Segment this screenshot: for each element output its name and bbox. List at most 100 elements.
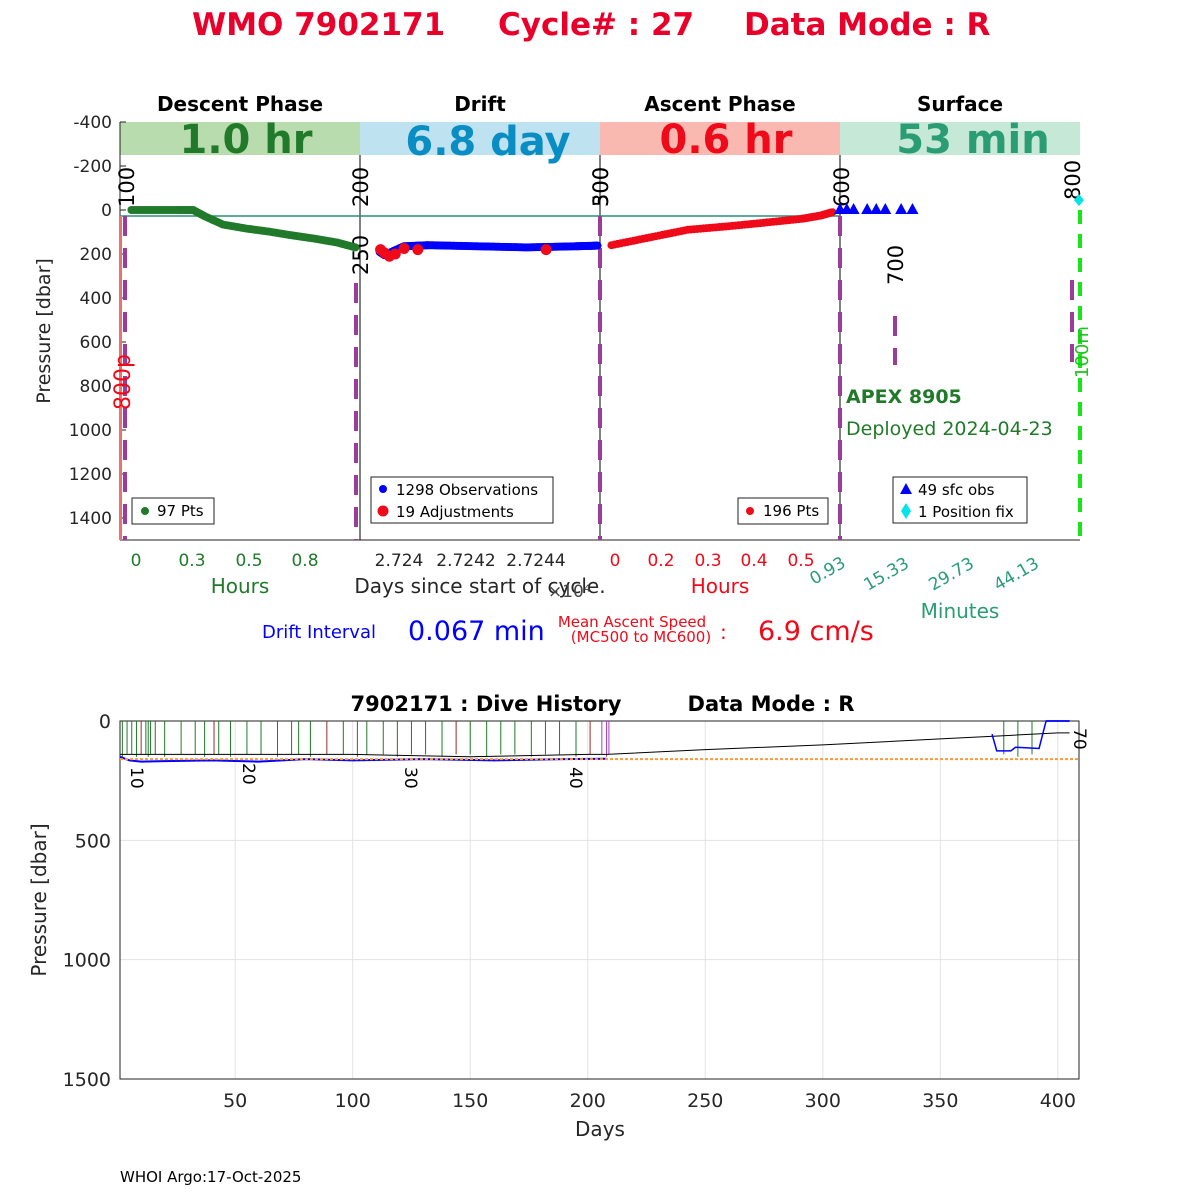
drift-adjustment-point (398, 243, 410, 254)
title-cycle: Cycle# : 27 (498, 7, 694, 43)
surface-observation-point (847, 203, 860, 214)
bottom-title-right: Data Mode : R (688, 692, 855, 716)
descent-legend: 97 Pts (131, 497, 215, 525)
mc-250-label: 250 (349, 235, 373, 275)
top-y-ticks: -400 -200 0 200 400 600 800 1000 1200 1400 (69, 113, 126, 529)
drift-x-ticks: 2.724 2.7242 2.7244 (375, 551, 566, 571)
drift-tick: 2.7242 (436, 551, 495, 571)
descent-band (120, 122, 360, 155)
ascent-tick: 0.4 (740, 551, 767, 571)
descent-tick: 0.3 (178, 551, 205, 571)
bottom-x-ticks: 50 100 150 200 250 300 350 400 (223, 1090, 1076, 1112)
ascent-speed-value: 6.9 cm/s (758, 616, 874, 647)
bottom-y-tick-label: 500 (75, 830, 111, 852)
bottom-x-tick-label: 250 (687, 1090, 723, 1112)
ascent-tick: 0.5 (787, 551, 814, 571)
mc-700-label: 700 (884, 245, 908, 285)
top-y-tick-label: 600 (80, 333, 112, 353)
bottom-chart: 7902171 : Dive History Data Mode : R 0 50… (27, 692, 1089, 1141)
cycle-label-10: 10 (126, 767, 146, 789)
surface-legend-fix-marker (901, 503, 911, 519)
surface-observation-point (879, 203, 892, 214)
mc-300-label: 300 (589, 167, 613, 207)
top-y-tick-label: -200 (73, 157, 112, 177)
drift-tick: 2.7244 (506, 551, 565, 571)
drift-x-exponent: ×10⁴ (548, 582, 591, 602)
bottom-cycle-spikes (121, 721, 1033, 757)
ascent-speed-label-2: (MC500 to MC600) (571, 628, 711, 646)
descent-tick: 0 (131, 551, 142, 571)
ascent-points (607, 208, 837, 250)
drift-adjustment-point (389, 248, 401, 260)
descent-tick: 0.8 (291, 551, 318, 571)
descent-duration: 1.0 hr (180, 117, 313, 163)
ascent-phase-title: Ascent Phase (644, 92, 795, 116)
surface-legend-fix-text: 1 Position fix (918, 503, 1014, 521)
top-y-tick-label: -400 (73, 113, 112, 133)
descent-data-point (351, 243, 360, 252)
ascent-x-label: Hours (691, 574, 750, 598)
surface-observation-point (895, 203, 908, 214)
top-y-tick-label: 1000 (69, 421, 112, 441)
main-title: WMO 7902171 Cycle# : 27 Data Mode : R (192, 7, 991, 43)
surface-points (834, 194, 1084, 214)
surface-observation-point (861, 203, 874, 214)
phase-headers: Descent Phase Drift Ascent Phase Surface (157, 92, 1003, 116)
bottom-y-tick-label: 1000 (63, 950, 111, 972)
stats: Drift Interval 0.067 min Mean Ascent Spe… (262, 613, 874, 647)
bottom-y-tick-label: 0 (99, 711, 111, 733)
top-y-tick-label: 200 (80, 245, 112, 265)
drift-legend-obs-marker (379, 485, 387, 493)
bottom-series (119, 720, 1079, 763)
cycle-label-40: 40 (565, 767, 585, 789)
float-deployed: Deployed 2024-04-23 (846, 418, 1053, 440)
surface-legend: 49 sfc obs 1 Position fix (892, 476, 1028, 524)
drift-points (375, 241, 602, 262)
mc-100-label: 100 (115, 167, 139, 207)
mc-200-label: 200 (349, 167, 373, 207)
surface-legend-obs-text: 49 sfc obs (918, 481, 995, 499)
bottom-y-tick-label: 1500 (63, 1069, 111, 1091)
surface-observation-point (870, 203, 883, 214)
drift-interval-value: 0.067 min (408, 616, 545, 647)
drift-tick: 2.724 (375, 551, 424, 571)
mc-600-label: 600 (830, 167, 854, 207)
surface-phase-title: Surface (917, 92, 1003, 116)
top-y-tick-label: 1400 (69, 509, 112, 529)
descent-phase-title: Descent Phase (157, 92, 323, 116)
bottom-x-tick-label: 50 (223, 1090, 247, 1112)
top-chart: -400 -200 0 200 400 600 800 1000 1200 1400 Pressu… (33, 113, 1093, 541)
drift-legend-adj-text: 19 Adjustments (396, 503, 514, 521)
top-x-axes: 0 0.3 0.5 0.8 Hours 2.724 2.7242 2.7244 … (131, 551, 1043, 623)
ascent-tick: 0.2 (647, 551, 674, 571)
duration-bands: 1.0 hr 6.8 day 0.6 hr 53 min (120, 117, 1080, 165)
drift-observation-point (593, 241, 602, 250)
mc-800p-label: 800p (111, 354, 136, 410)
ascent-tick: 0 (610, 551, 621, 571)
ascent-duration: 0.6 hr (660, 117, 793, 163)
bottom-cycle-labels: 10 20 30 40 70 (126, 728, 1089, 789)
title-wmo: WMO 7902171 (192, 7, 445, 43)
float-model: APEX 8905 (846, 386, 962, 408)
surface-observation-point (906, 203, 919, 214)
ascent-tick: 0.3 (694, 551, 721, 571)
ascent-band (600, 122, 840, 155)
drift-legend-obs-text: 1298 Observations (396, 481, 538, 499)
drift-x-label: Days since start of cycle. (354, 574, 605, 598)
cycle-label-20: 20 (238, 763, 258, 785)
top-y-tick-label: 0 (101, 201, 112, 221)
cycle-label-70: 70 (1069, 728, 1089, 750)
descent-tick: 0.5 (235, 551, 262, 571)
bottom-x-tick-label: 150 (452, 1090, 488, 1112)
top-y-tick-label: 400 (80, 289, 112, 309)
bottom-x-tick-label: 300 (805, 1090, 841, 1112)
bottom-x-label: Days (575, 1117, 625, 1141)
mc-800-label: 800 (1061, 160, 1085, 200)
cycle-label-30: 30 (400, 767, 420, 789)
surface-legend-obs-marker (900, 483, 912, 494)
mc-500-label: 500 (589, 167, 613, 207)
mission-code-lines (123, 216, 1074, 540)
drift-legend: 1298 Observations 19 Adjustments (370, 476, 554, 524)
drift-legend-adj-marker (377, 505, 389, 517)
mc-100m-label: 100m (1072, 326, 1093, 378)
